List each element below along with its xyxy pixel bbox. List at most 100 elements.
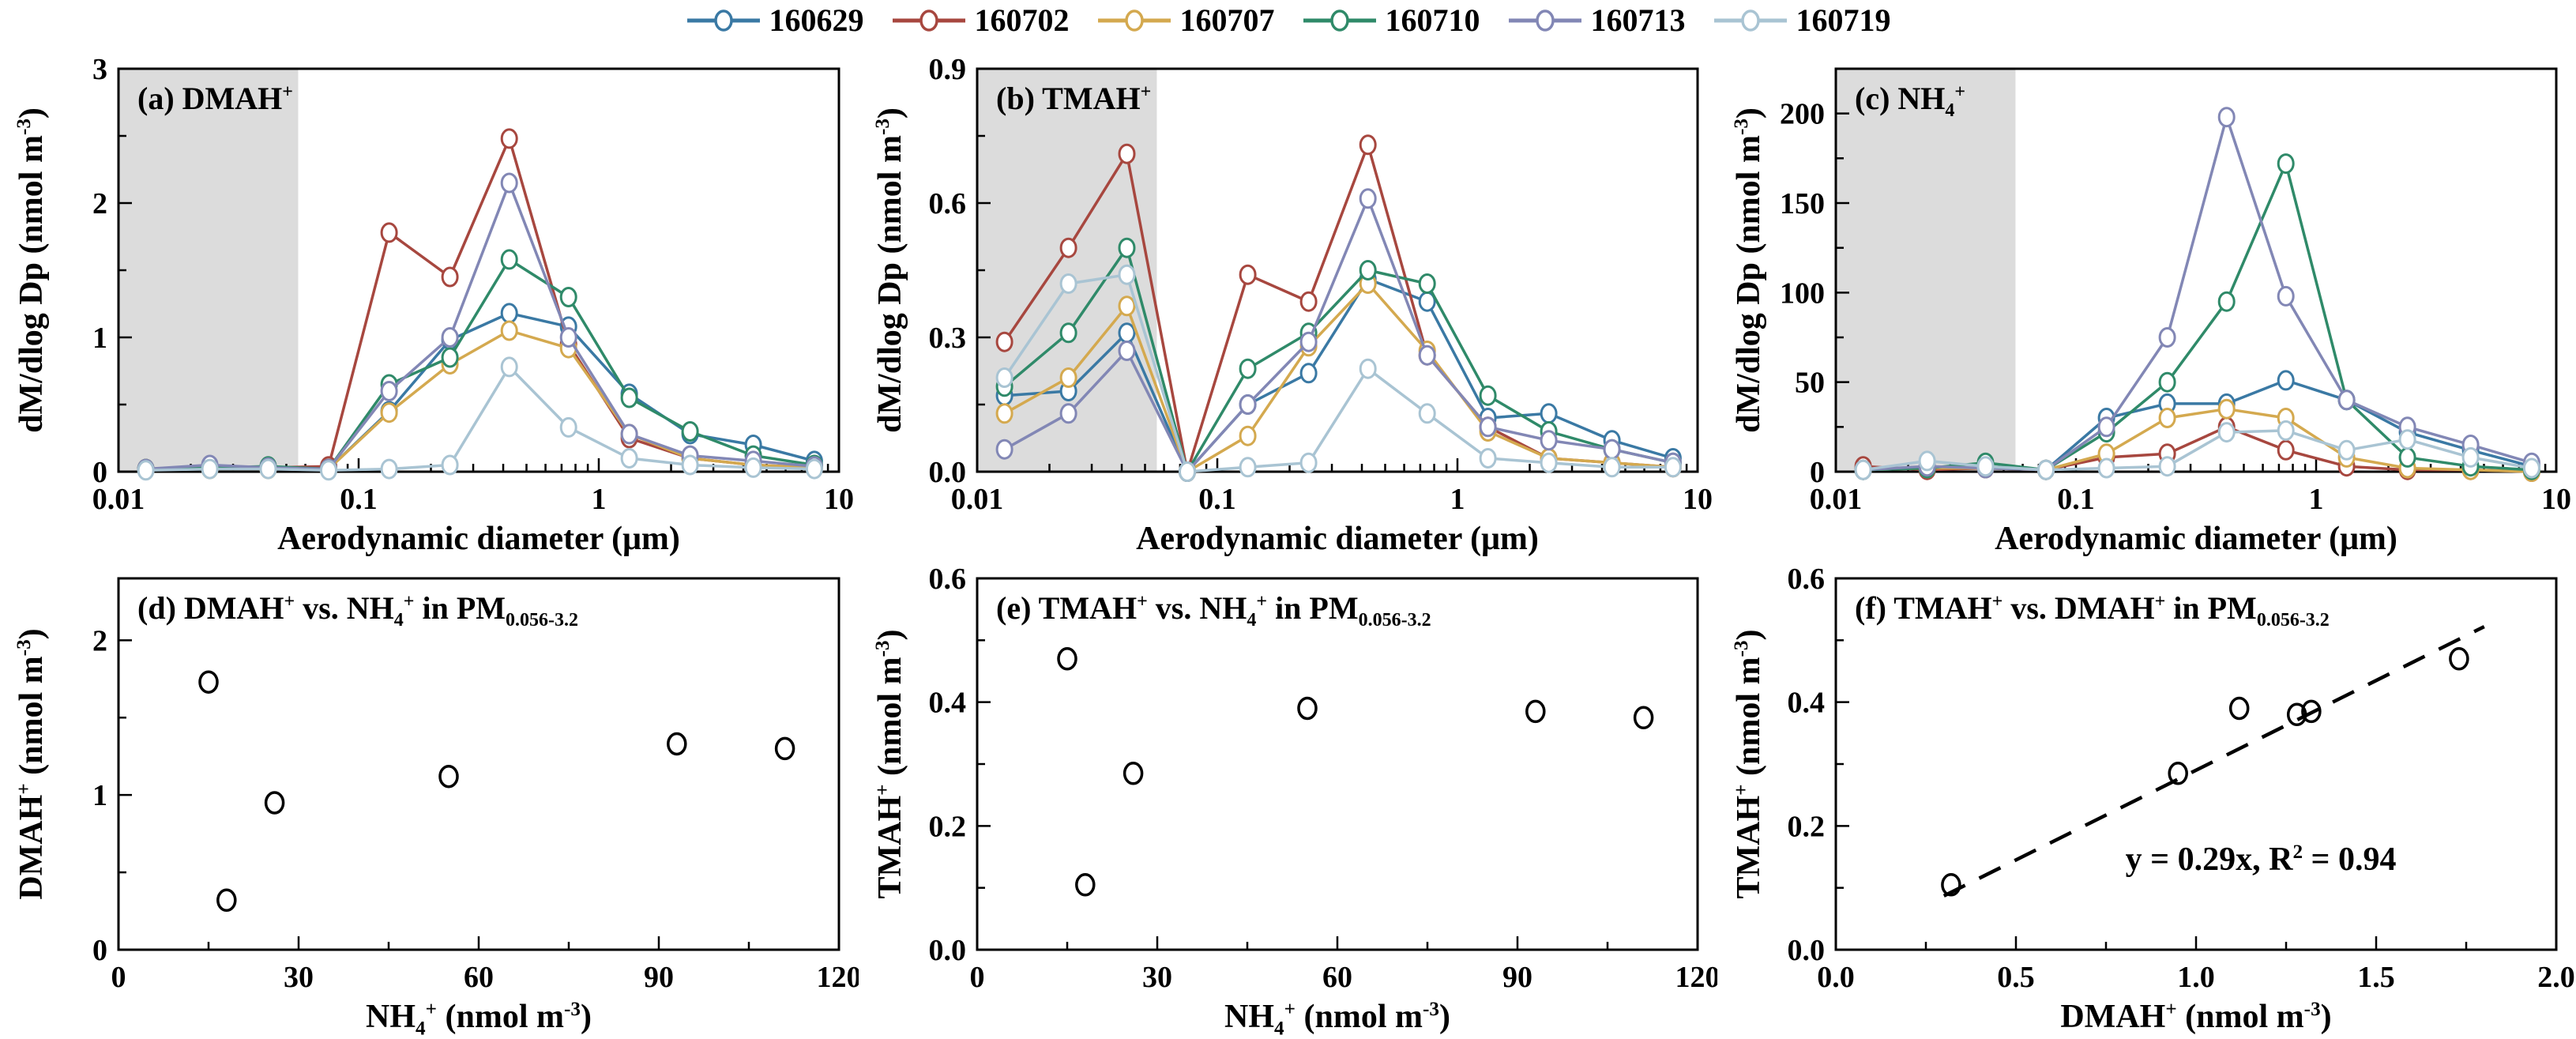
legend-marker-icon xyxy=(713,9,733,32)
y-axis: 0.0 0.2 0.4 0.6 xyxy=(1788,563,1849,967)
panel-d-title: (d) DMAH+ vs. NH4+ in PM0.056-3.2 xyxy=(137,590,579,631)
data-point-marker xyxy=(264,791,285,815)
panel-d-xaxis-label: NH4+ (nmol m-3) xyxy=(366,999,592,1039)
legend-label-160629: 160629 xyxy=(769,2,864,38)
svg-text:30: 30 xyxy=(1142,961,1172,994)
series-160713 xyxy=(995,188,1682,482)
legend-marker-icon xyxy=(919,9,938,32)
data-point-marker xyxy=(1418,344,1436,366)
data-point-marker xyxy=(1059,322,1077,344)
svg-text:120: 120 xyxy=(1675,961,1718,994)
legend-item-160710: 160710 xyxy=(1302,3,1480,38)
data-point-marker xyxy=(2301,699,2322,724)
data-point-marker xyxy=(559,416,577,438)
svg-text:0.3: 0.3 xyxy=(929,322,967,355)
data-point-marker xyxy=(2286,702,2307,727)
data-point-marker xyxy=(1239,425,1257,446)
data-point-marker xyxy=(1118,264,1136,285)
panel-b: 0.01 0.1 1 10 0.0 0.3 0.6 0.9 (b) TMAH+ Aerodynam… xyxy=(859,41,1717,563)
svg-text:0.4: 0.4 xyxy=(1788,687,1826,720)
svg-text:0.2: 0.2 xyxy=(929,810,967,843)
data-point-marker xyxy=(500,320,518,341)
svg-text:0.01: 0.01 xyxy=(951,483,1004,516)
legend-marker-icon xyxy=(1740,9,1760,32)
svg-text:1: 1 xyxy=(92,322,107,355)
data-point-marker xyxy=(1359,358,1377,379)
scatter-points xyxy=(198,670,795,913)
data-point-marker xyxy=(1540,452,1558,473)
svg-text:1.5: 1.5 xyxy=(2357,961,2395,994)
legend-item-160713: 160713 xyxy=(1507,3,1686,38)
data-point-marker xyxy=(774,736,795,761)
svg-text:60: 60 xyxy=(1322,961,1352,994)
data-point-marker xyxy=(137,460,155,481)
legend-item-160629: 160629 xyxy=(686,3,864,38)
data-point-marker xyxy=(1239,358,1257,379)
x-axis: 0.01 0.1 1 10 xyxy=(951,458,1713,516)
data-point-marker xyxy=(1299,452,1318,473)
svg-text:200: 200 xyxy=(1780,98,1825,131)
data-point-marker xyxy=(1075,873,1096,897)
legend-label-160707: 160707 xyxy=(1179,2,1275,38)
data-point-marker xyxy=(2037,459,2055,480)
svg-text:0.0: 0.0 xyxy=(929,934,967,967)
svg-text:0: 0 xyxy=(92,456,107,489)
svg-text:0.6: 0.6 xyxy=(929,563,967,596)
data-point-marker xyxy=(2277,153,2295,175)
svg-text:90: 90 xyxy=(644,961,674,994)
svg-text:0: 0 xyxy=(111,961,126,994)
data-point-marker xyxy=(2449,647,2469,671)
panel-f-canvas: 0.0 0.5 1.0 1.5 2.0 0.0 0.2 0.4 0.6 xyxy=(1788,563,2575,994)
data-point-marker xyxy=(380,402,398,424)
data-point-marker xyxy=(1664,457,1682,478)
data-point-marker xyxy=(681,421,699,442)
data-point-marker xyxy=(995,403,1013,424)
data-point-marker xyxy=(2217,107,2236,128)
data-point-marker xyxy=(2097,416,2115,438)
plot-frame xyxy=(976,577,1699,951)
data-point-marker xyxy=(441,327,459,348)
svg-text:2.0: 2.0 xyxy=(2537,961,2575,994)
series-160719 xyxy=(1854,420,2540,480)
data-point-marker xyxy=(995,331,1013,352)
panel-d: 0 30 60 90 120 0 1 2 (d) DMAH+ vs. NH4+ in PM0.0… xyxy=(0,563,859,1039)
svg-text:0.6: 0.6 xyxy=(929,187,967,220)
data-point-marker xyxy=(198,670,219,694)
legend-marker-icon xyxy=(1124,9,1144,32)
data-point-marker xyxy=(995,367,1013,388)
svg-text:1: 1 xyxy=(1450,483,1465,516)
data-point-marker xyxy=(1118,341,1136,361)
data-point-marker xyxy=(1479,448,1497,469)
panel-d-canvas: 0 30 60 90 120 0 1 2 xyxy=(92,577,859,994)
svg-text:0.0: 0.0 xyxy=(1788,934,1826,967)
legend-marker-icon xyxy=(1329,9,1349,32)
data-point-marker xyxy=(620,387,638,408)
chart-legend: 160629 160702 160707 160710 160713 160719 xyxy=(0,0,2576,41)
panel-c-title: (c) NH4+ xyxy=(1855,81,1966,121)
data-point-marker xyxy=(2398,446,2416,468)
data-point-marker xyxy=(1059,273,1077,294)
legend-swatch-160629 xyxy=(686,9,760,32)
svg-text:0.0: 0.0 xyxy=(1817,961,1855,994)
data-point-marker xyxy=(2158,408,2176,428)
y-axis: 0.0 0.2 0.4 0.6 xyxy=(929,563,991,967)
panel-e-title: (e) TMAH+ vs. NH4+ in PM0.056-3.2 xyxy=(996,590,1431,631)
top-row: 0.01 0.1 1 10 0 1 2 3 (a) DMAH+ Aerodynamic diame… xyxy=(0,41,2576,563)
data-point-marker xyxy=(2398,429,2416,450)
panel-a-title: (a) DMAH+ xyxy=(137,81,293,116)
panel-a-canvas: 0.01 0.1 1 10 0 1 2 3 xyxy=(92,53,854,516)
data-point-marker xyxy=(380,222,398,243)
legend-label-160710: 160710 xyxy=(1385,2,1480,38)
data-point-marker xyxy=(320,460,337,481)
data-point-marker xyxy=(2277,285,2295,307)
data-point-marker xyxy=(1540,430,1558,451)
data-point-marker xyxy=(259,458,277,480)
data-point-marker xyxy=(1918,450,1936,472)
data-point-marker xyxy=(500,128,518,149)
data-point-marker xyxy=(441,347,459,368)
panel-c: 0.01 0.1 1 10 0 50 100 150 200 (c) NH4+ Aerodynami… xyxy=(1717,41,2576,563)
data-point-marker xyxy=(1299,291,1318,312)
legend-label-160719: 160719 xyxy=(1796,2,1891,38)
data-point-marker xyxy=(2277,420,2295,441)
